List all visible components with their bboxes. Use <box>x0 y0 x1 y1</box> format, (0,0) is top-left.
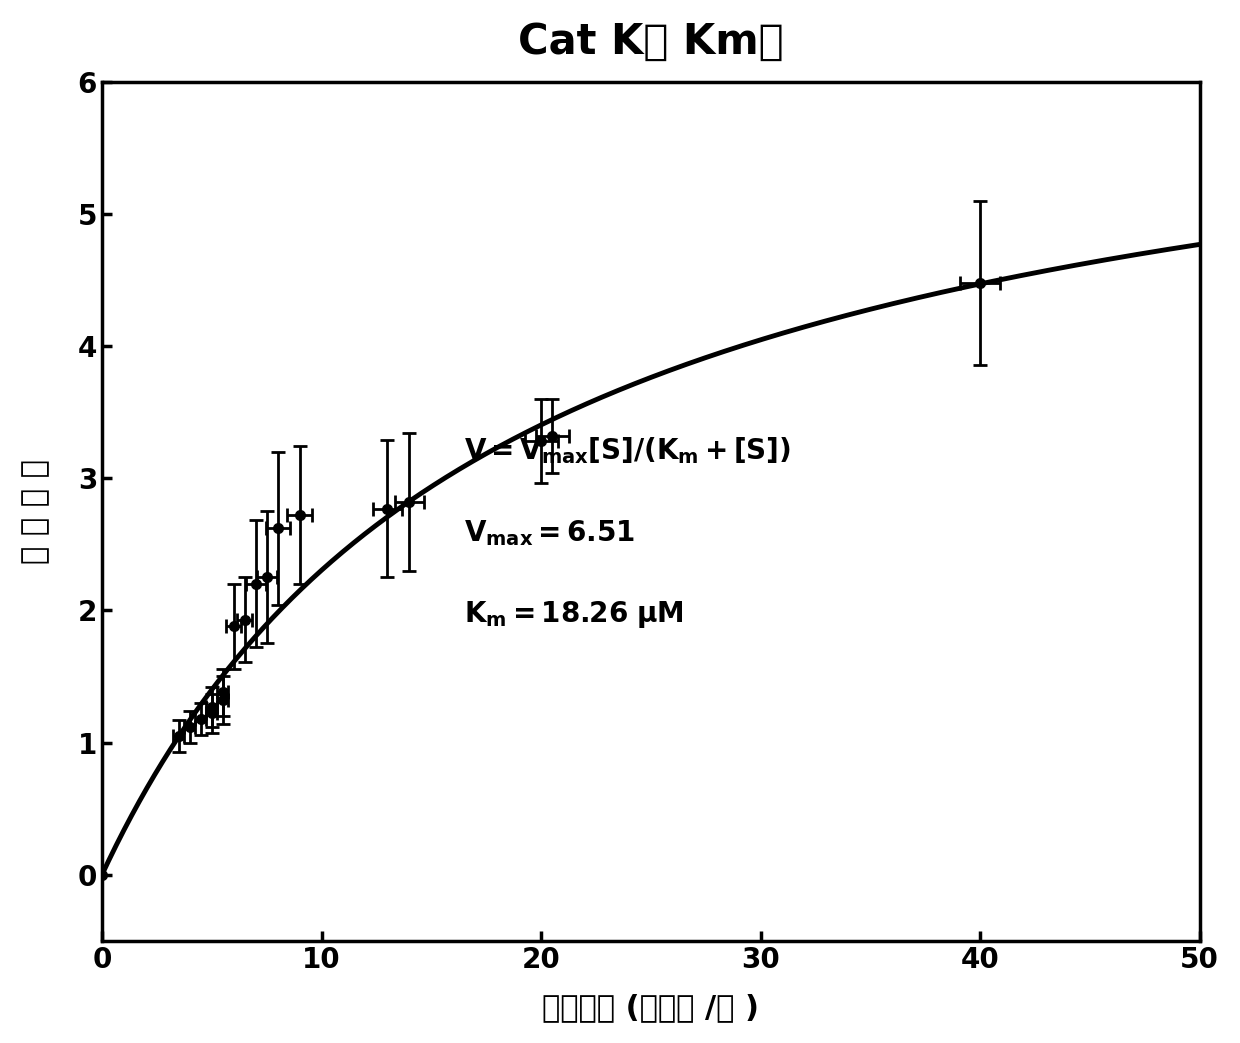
X-axis label: 底物浓度 (微摩尔 /升 ): 底物浓度 (微摩尔 /升 ) <box>542 993 759 1022</box>
Title: Cat K的 Km値: Cat K的 Km値 <box>518 21 784 63</box>
Y-axis label: 相 对 速 度: 相 对 速 度 <box>21 459 50 563</box>
Text: $\mathbf{V=V_{max}[S]/(K_m+[S])}$: $\mathbf{V=V_{max}[S]/(K_m+[S])}$ <box>464 436 791 466</box>
Text: $\mathbf{K_m=18.26\ \mu M}$: $\mathbf{K_m=18.26\ \mu M}$ <box>464 600 684 630</box>
Text: $\mathbf{V_{max}=6.51}$: $\mathbf{V_{max}=6.51}$ <box>464 518 635 549</box>
